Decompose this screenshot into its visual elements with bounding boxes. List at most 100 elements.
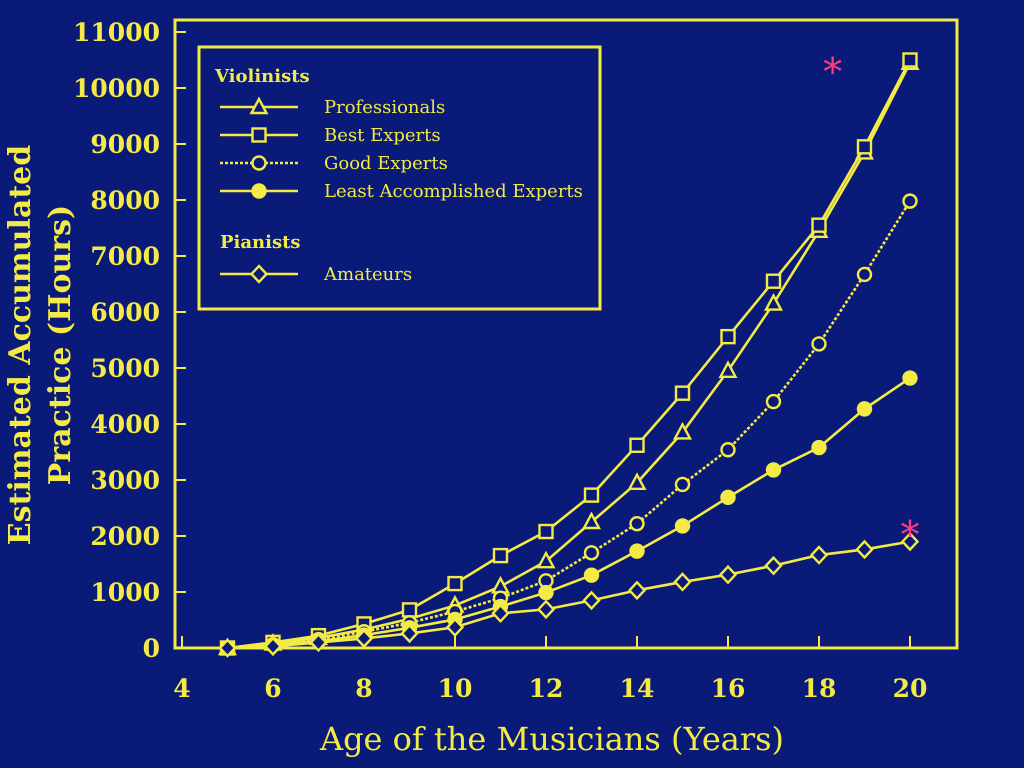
legend-marker: [249, 96, 269, 115]
data-point: [718, 360, 738, 378]
data-point: [764, 555, 783, 576]
data-point: [902, 193, 918, 209]
data-point: [218, 638, 237, 658]
legend-heading-violinists: Violinists: [214, 66, 310, 87]
data-point: [536, 599, 556, 620]
x-tick-label: 16: [711, 674, 746, 703]
data-point: [720, 328, 736, 345]
data-point: [309, 632, 328, 653]
data-point: [627, 472, 647, 490]
data-point: [582, 590, 601, 611]
data-point: [720, 489, 736, 506]
y-tick-label: 11000: [73, 18, 160, 47]
data-point: [354, 628, 374, 649]
legend-marker: [249, 264, 269, 284]
x-tick-label: 4: [173, 674, 190, 703]
x-tick-label: 6: [264, 674, 281, 703]
annotation-asterisk: *: [901, 513, 920, 557]
legend-marker: [251, 155, 267, 171]
data-point: [492, 547, 509, 564]
y-tick-label: 0: [143, 634, 160, 663]
x-tick-label: 12: [529, 674, 564, 703]
data-point: [627, 580, 647, 601]
x-tick-label: 20: [893, 674, 928, 703]
data-point: [763, 293, 784, 311]
y-tick-label: 1000: [90, 578, 160, 607]
y-axis-title-line-1: Estimated Accumulated: [3, 145, 38, 546]
y-tick-label: 5000: [90, 354, 160, 383]
data-point: [263, 636, 283, 657]
data-point: [538, 584, 554, 601]
legend: Violinists Pianists Professionals Best Ex…: [197, 45, 602, 311]
data-point: [674, 518, 691, 534]
y-tick-label: 3000: [90, 466, 160, 495]
data-point: [674, 476, 691, 493]
data-point: [809, 545, 829, 565]
y-tick-label: 2000: [90, 522, 160, 551]
data-point: [856, 401, 873, 417]
x-tick-label: 8: [355, 674, 372, 703]
data-point: [538, 523, 554, 540]
legend-box: [197, 45, 602, 311]
x-tick-label: 18: [802, 674, 837, 703]
series-line: [227, 377, 911, 650]
series-layer: [217, 52, 920, 658]
x-axis-title: Age of the Musicians (Years): [319, 720, 784, 758]
data-point: [811, 439, 827, 456]
data-point: [720, 442, 736, 458]
data-point: [447, 575, 463, 592]
data-point: [718, 564, 738, 585]
data-point: [765, 393, 782, 410]
legend-label: Amateurs: [323, 264, 412, 285]
x-tick-label: 10: [438, 674, 473, 703]
legend-label: Good Experts: [324, 153, 448, 174]
data-point: [400, 623, 419, 644]
legend-label: Professionals: [324, 97, 445, 118]
data-point: [581, 511, 602, 530]
legend-label: Least Accomplished Experts: [324, 181, 583, 202]
y-tick-label: 10000: [73, 74, 160, 103]
y-axis-title-line-2: Practice (Hours): [43, 205, 78, 485]
legend-marker: [251, 183, 267, 199]
data-point: [491, 603, 510, 624]
data-point: [900, 531, 920, 552]
series-amateurs: [218, 531, 920, 658]
data-point: [674, 385, 691, 401]
data-point: [401, 602, 418, 618]
data-point: [629, 515, 645, 532]
y-tick-label: 4000: [90, 410, 160, 439]
data-point: [490, 575, 511, 594]
data-point: [902, 52, 918, 68]
legend-entries: Professionals Best Experts Good Experts Lea…: [220, 96, 583, 285]
data-point: [629, 543, 645, 559]
series-line: [227, 540, 911, 650]
plot-frame: [173, 18, 959, 650]
series-line: [227, 62, 912, 650]
data-point: [672, 421, 693, 440]
legend-label: Best Experts: [324, 125, 441, 146]
data-point: [583, 567, 600, 583]
data-point: [445, 617, 465, 638]
data-point: [583, 487, 600, 503]
y-tick-label: 6000: [90, 298, 160, 327]
annotation-asterisk: *: [823, 50, 842, 94]
data-point: [583, 545, 600, 561]
data-point: [811, 217, 827, 233]
data-point: [856, 139, 873, 155]
series-line: [227, 59, 912, 650]
data-point: [629, 437, 645, 453]
x-axis-ticks: 4 6 8 10 12 14 16 18 20: [173, 636, 927, 703]
data-point: [536, 550, 556, 569]
y-axis-ticks: 0 1000 2000 3000 4000 5000 6000 7000 8000 9000 100…: [73, 18, 186, 663]
y-tick-label: 9000: [90, 130, 160, 159]
x-tick-label: 14: [620, 674, 655, 703]
annotations: **: [823, 50, 919, 557]
y-tick-label: 7000: [90, 242, 160, 271]
data-point: [902, 370, 918, 386]
data-point: [856, 266, 873, 283]
data-point: [765, 462, 782, 478]
data-point: [811, 336, 827, 352]
data-point: [673, 572, 692, 592]
legend-heading-pianists: Pianists: [220, 232, 301, 253]
